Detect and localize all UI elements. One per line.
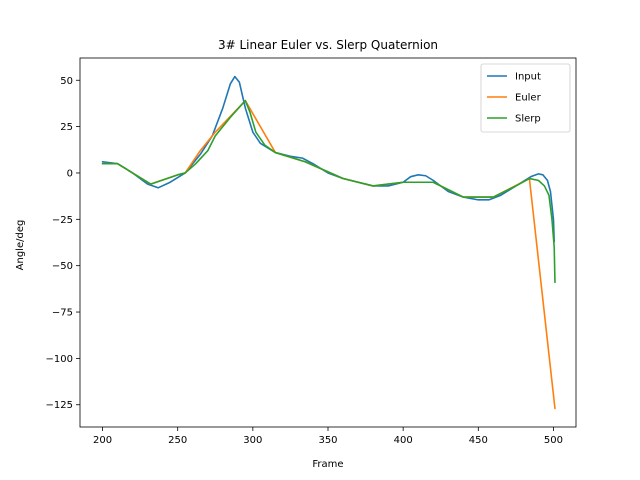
series-line-slerp bbox=[101, 99, 556, 284]
y-axis: 50 25 0 −25 −50 −75 −100 −125 bbox=[46, 76, 80, 411]
x-tick-label: 350 bbox=[318, 435, 337, 446]
y-tick-label: −50 bbox=[52, 261, 73, 272]
y-tick-label: −100 bbox=[46, 354, 73, 365]
y-tick-label: −25 bbox=[52, 215, 73, 226]
y-tick-label: −75 bbox=[52, 308, 73, 319]
legend-label-slerp: Slerp bbox=[515, 114, 541, 125]
x-tick-label: 250 bbox=[168, 435, 187, 446]
y-tick-label: 0 bbox=[67, 168, 73, 179]
x-tick-label: 450 bbox=[469, 435, 488, 446]
legend-label-input: Input bbox=[515, 72, 541, 83]
chart-title: 3# Linear Euler vs. Slerp Quaternion bbox=[218, 38, 438, 52]
x-axis: 200 250 300 350 400 450 500 bbox=[93, 427, 563, 446]
y-tick-label: −125 bbox=[46, 400, 73, 411]
plot-area bbox=[79, 57, 577, 428]
legend-box bbox=[480, 63, 571, 133]
y-tick-label: 50 bbox=[60, 76, 73, 87]
y-tick-label: 25 bbox=[60, 122, 73, 133]
x-axis-label: Frame bbox=[312, 459, 343, 470]
legend-label-euler: Euler bbox=[515, 93, 542, 104]
x-tick-label: 500 bbox=[544, 435, 563, 446]
x-tick-label: 300 bbox=[243, 435, 262, 446]
y-axis-label: Angle/deg bbox=[15, 220, 26, 271]
x-tick-label: 400 bbox=[394, 435, 413, 446]
x-tick-label: 200 bbox=[93, 435, 112, 446]
legend: Input Euler Slerp bbox=[480, 63, 571, 133]
